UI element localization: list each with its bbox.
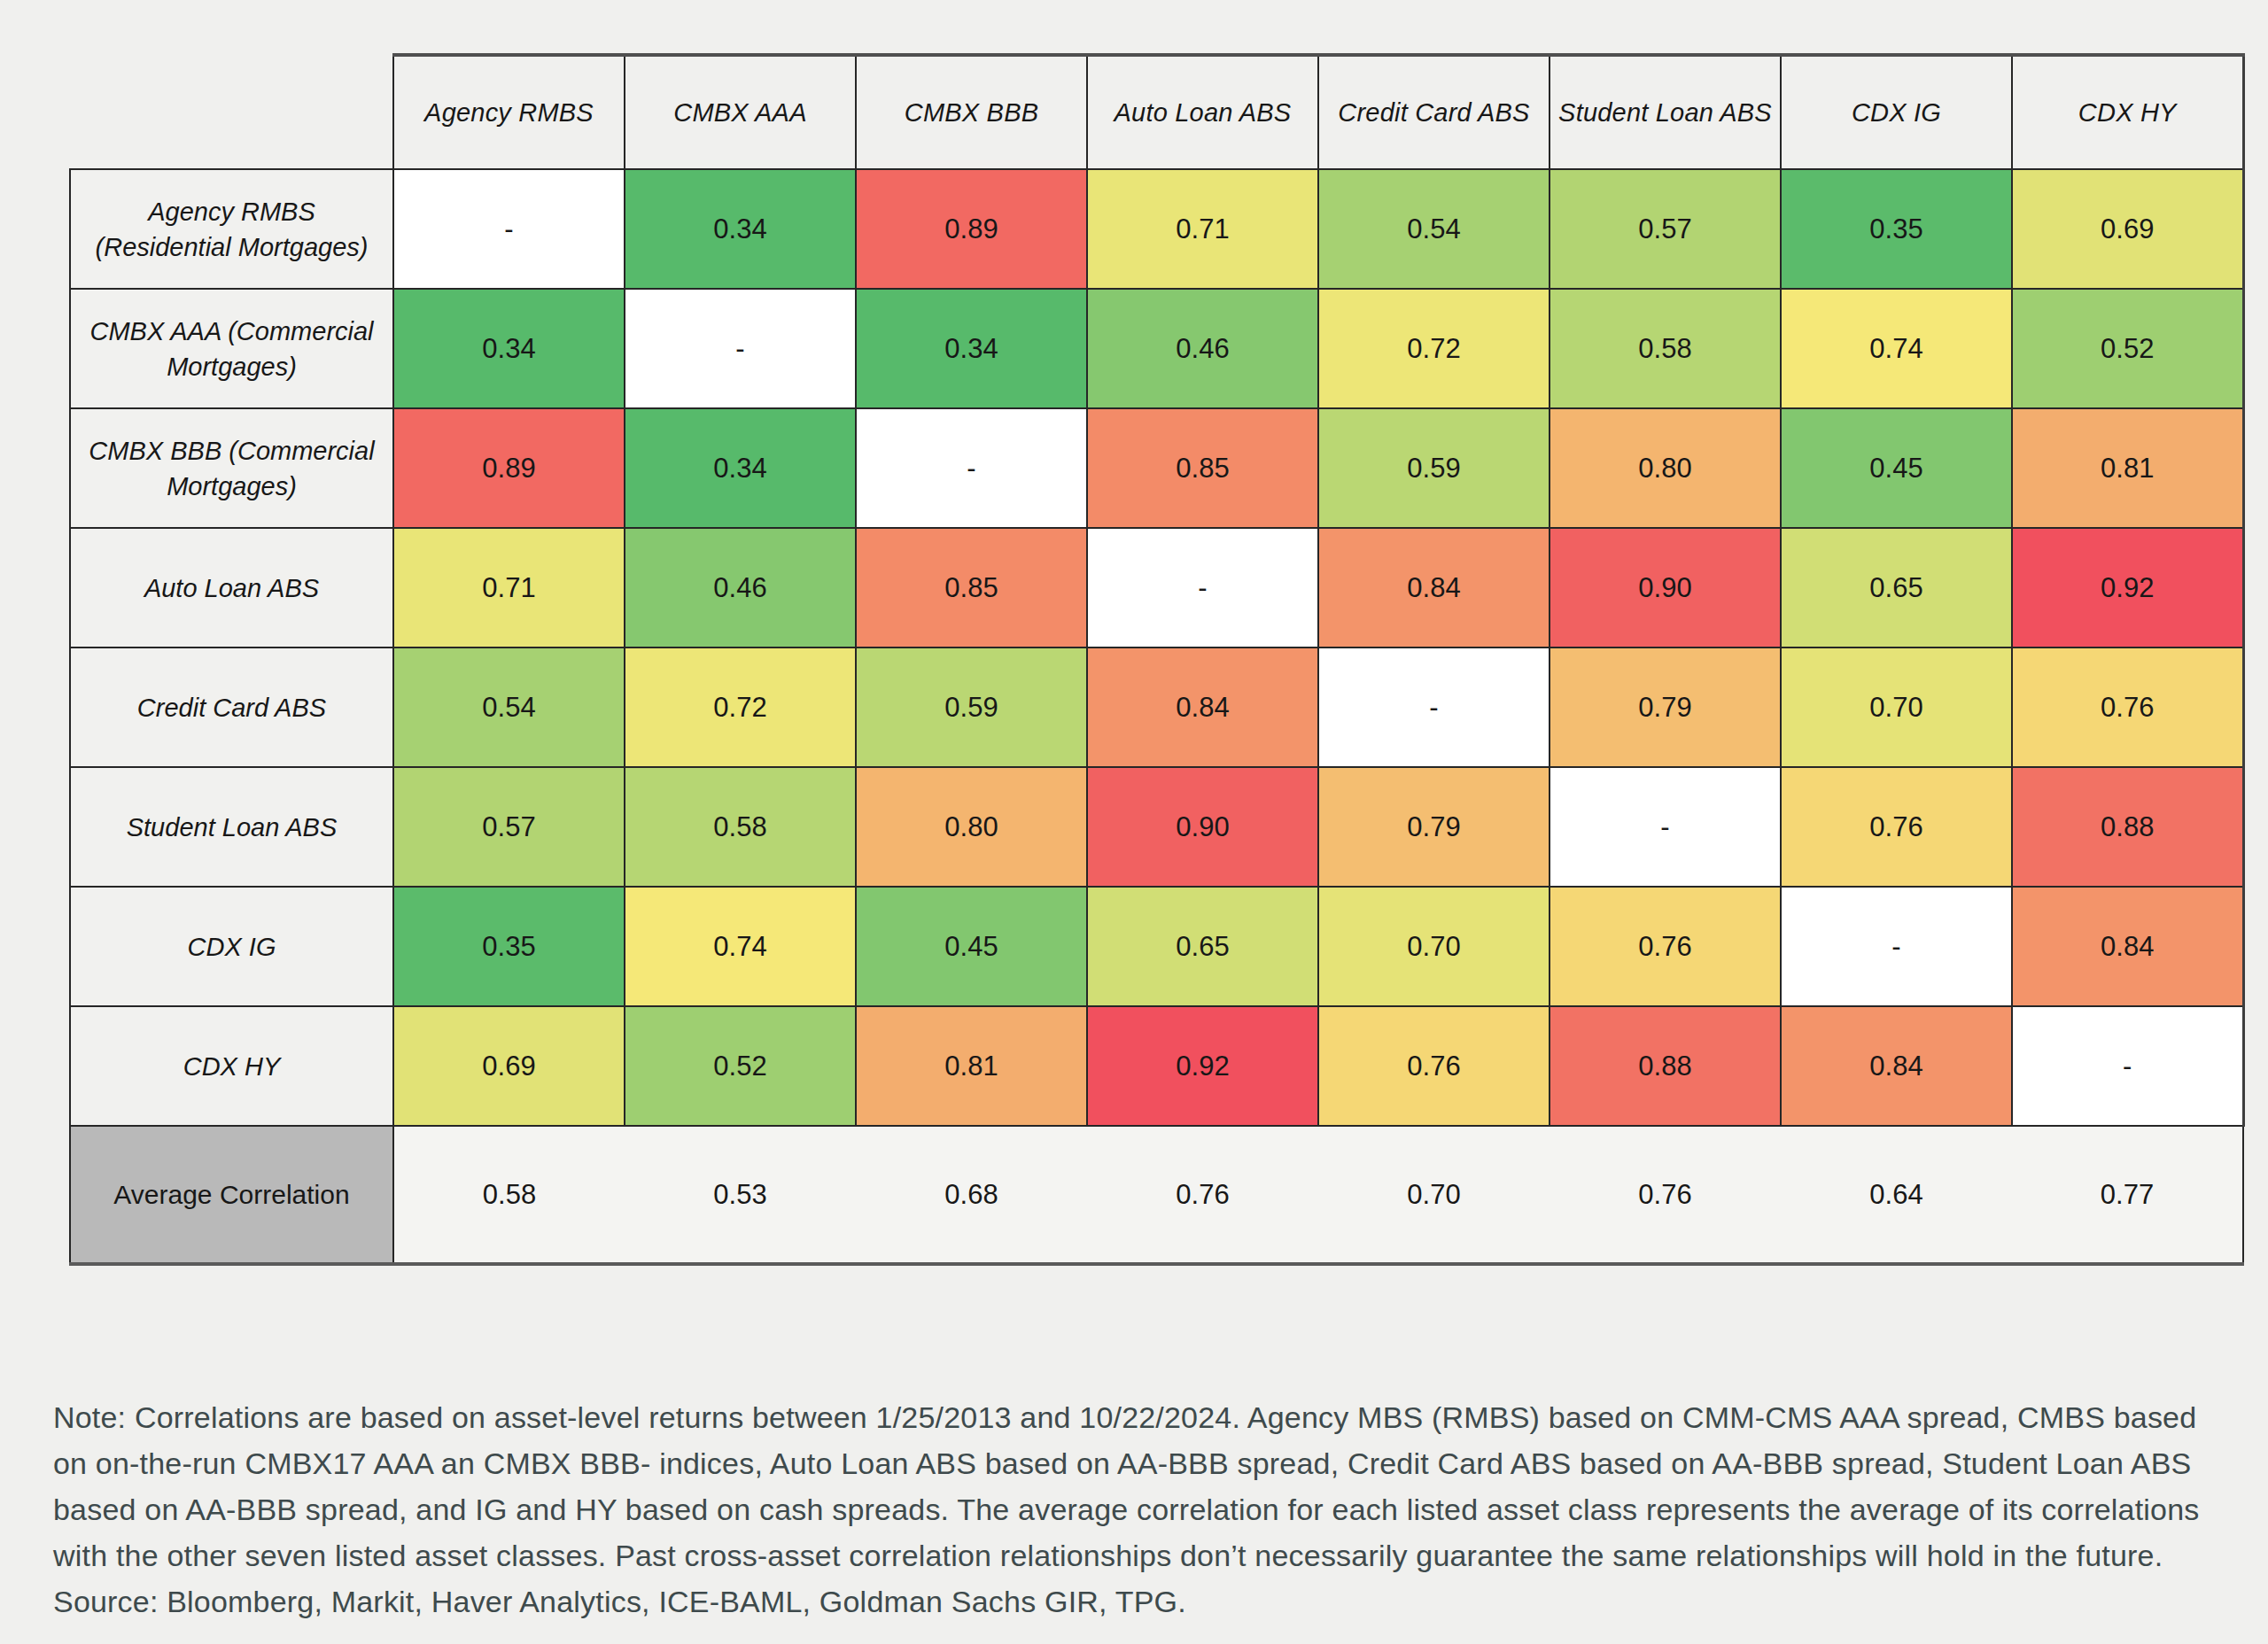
average-value-cell: 0.76 [1550, 1126, 1781, 1264]
matrix-cell: 0.79 [1318, 767, 1550, 887]
matrix-cell: 0.88 [2012, 767, 2243, 887]
row-label: Student Loan ABS [70, 767, 393, 887]
matrix-cell: 0.57 [1550, 169, 1781, 289]
matrix-cell: 0.52 [2012, 289, 2243, 408]
matrix-cell: 0.58 [1550, 289, 1781, 408]
matrix-cell: 0.76 [2012, 648, 2243, 767]
row-label: CMBX BBB (Commercial Mortgages) [70, 408, 393, 528]
diagonal-cell: - [393, 169, 625, 289]
matrix-cell: 0.72 [1318, 289, 1550, 408]
matrix-cell: 0.72 [625, 648, 856, 767]
matrix-cell: 0.69 [2012, 169, 2243, 289]
average-value-cell: 0.68 [856, 1126, 1087, 1264]
average-value-cell: 0.64 [1781, 1126, 2012, 1264]
matrix-cell: 0.79 [1550, 648, 1781, 767]
average-value-cell: 0.77 [2012, 1126, 2243, 1264]
matrix-cell: 0.80 [856, 767, 1087, 887]
matrix-cell: 0.70 [1318, 887, 1550, 1006]
matrix-cell: 0.92 [2012, 528, 2243, 648]
column-header: CMBX BBB [856, 55, 1087, 169]
correlation-table: Agency RMBSCMBX AAACMBX BBBAuto Loan ABS… [69, 53, 2245, 1266]
matrix-cell: 0.45 [1781, 408, 2012, 528]
matrix-cell: 0.65 [1087, 887, 1318, 1006]
matrix-cell: 0.85 [856, 528, 1087, 648]
diagonal-cell: - [856, 408, 1087, 528]
matrix-cell: 0.74 [625, 887, 856, 1006]
matrix-cell: 0.84 [1318, 528, 1550, 648]
note-text: Note: Correlations are based on asset-le… [53, 1394, 2206, 1625]
matrix-cell: 0.34 [625, 408, 856, 528]
matrix-cell: 0.46 [625, 528, 856, 648]
matrix-cell: 0.89 [393, 408, 625, 528]
matrix-cell: 0.76 [1318, 1006, 1550, 1126]
matrix-cell: 0.70 [1781, 648, 2012, 767]
column-header: CDX HY [2012, 55, 2243, 169]
matrix-cell: 0.34 [625, 169, 856, 289]
matrix-cell: 0.81 [2012, 408, 2243, 528]
matrix-cell: 0.57 [393, 767, 625, 887]
diagonal-cell: - [1087, 528, 1318, 648]
matrix-cell: 0.52 [625, 1006, 856, 1126]
row-label: Agency RMBS (Residential Mortgages) [70, 169, 393, 289]
matrix-cell: 0.54 [1318, 169, 1550, 289]
average-value-cell: 0.58 [393, 1126, 625, 1264]
matrix-cell: 0.90 [1550, 528, 1781, 648]
matrix-cell: 0.88 [1550, 1006, 1781, 1126]
row-label: Credit Card ABS [70, 648, 393, 767]
diagonal-cell: - [1550, 767, 1781, 887]
matrix-cell: 0.46 [1087, 289, 1318, 408]
average-value-cell: 0.53 [625, 1126, 856, 1264]
matrix-cell: 0.85 [1087, 408, 1318, 528]
matrix-cell: 0.58 [625, 767, 856, 887]
matrix-cell: 0.84 [1781, 1006, 2012, 1126]
matrix-cell: 0.65 [1781, 528, 2012, 648]
column-header: Agency RMBS [393, 55, 625, 169]
diagonal-cell: - [1318, 648, 1550, 767]
matrix-cell: 0.76 [1781, 767, 2012, 887]
diagonal-cell: - [625, 289, 856, 408]
correlation-matrix: Agency RMBSCMBX AAACMBX BBBAuto Loan ABS… [69, 53, 2245, 1266]
row-label: Auto Loan ABS [70, 528, 393, 648]
matrix-cell: 0.45 [856, 887, 1087, 1006]
column-header: CDX IG [1781, 55, 2012, 169]
matrix-cell: 0.71 [393, 528, 625, 648]
row-label: CDX HY [70, 1006, 393, 1126]
matrix-cell: 0.80 [1550, 408, 1781, 528]
column-header: Auto Loan ABS [1087, 55, 1318, 169]
matrix-cell: 0.92 [1087, 1006, 1318, 1126]
matrix-cell: 0.76 [1550, 887, 1781, 1006]
matrix-cell: 0.35 [1781, 169, 2012, 289]
matrix-cell: 0.59 [1318, 408, 1550, 528]
matrix-cell: 0.59 [856, 648, 1087, 767]
average-value-cell: 0.76 [1087, 1126, 1318, 1264]
corner-spacer [70, 55, 393, 169]
diagonal-cell: - [1781, 887, 2012, 1006]
matrix-cell: 0.90 [1087, 767, 1318, 887]
matrix-cell: 0.81 [856, 1006, 1087, 1126]
matrix-cell: 0.89 [856, 169, 1087, 289]
diagonal-cell: - [2012, 1006, 2243, 1126]
matrix-cell: 0.34 [393, 289, 625, 408]
column-header: CMBX AAA [625, 55, 856, 169]
column-header: Credit Card ABS [1318, 55, 1550, 169]
row-label: CMBX AAA (Commercial Mortgages) [70, 289, 393, 408]
matrix-cell: 0.34 [856, 289, 1087, 408]
matrix-cell: 0.69 [393, 1006, 625, 1126]
row-label: CDX IG [70, 887, 393, 1006]
matrix-cell: 0.54 [393, 648, 625, 767]
matrix-cell: 0.84 [1087, 648, 1318, 767]
matrix-cell: 0.71 [1087, 169, 1318, 289]
matrix-cell: 0.35 [393, 887, 625, 1006]
column-header: Student Loan ABS [1550, 55, 1781, 169]
matrix-cell: 0.74 [1781, 289, 2012, 408]
matrix-cell: 0.84 [2012, 887, 2243, 1006]
average-row-label: Average Correlation [70, 1126, 393, 1264]
average-value-cell: 0.70 [1318, 1126, 1550, 1264]
